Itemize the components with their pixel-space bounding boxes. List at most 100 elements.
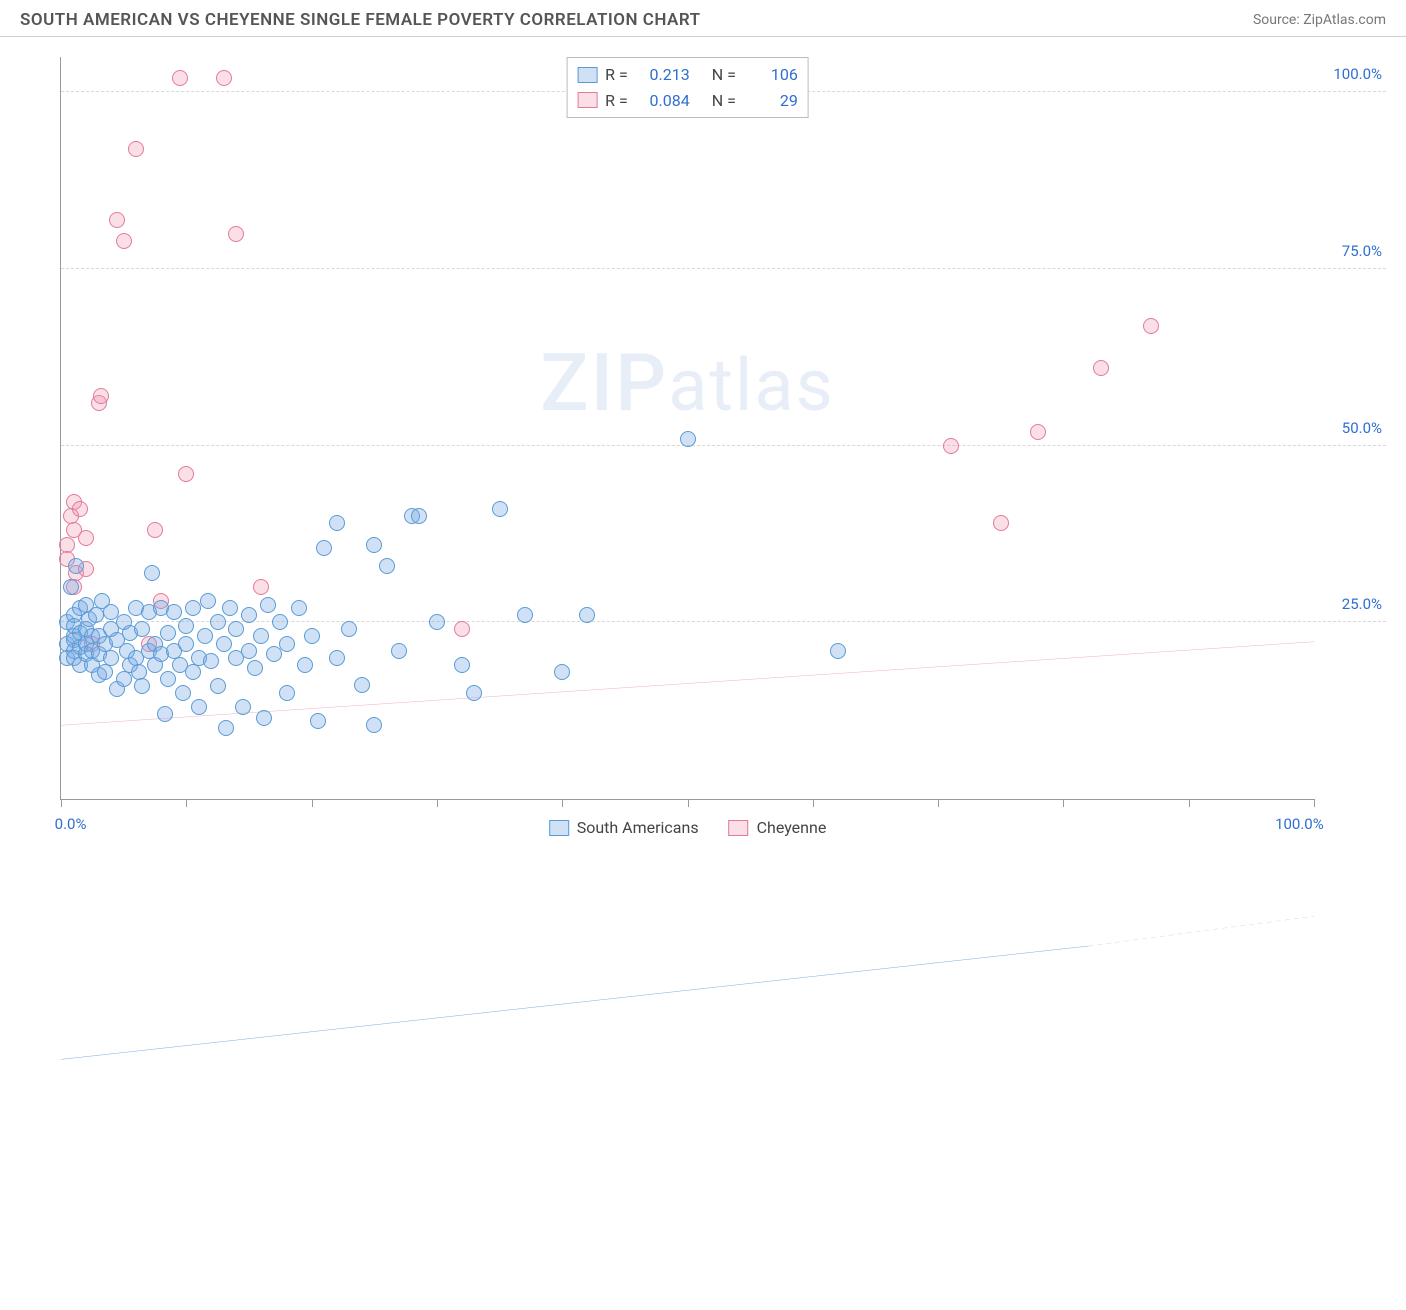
scatter-point-south-americans <box>316 540 332 556</box>
chart-title: SOUTH AMERICAN VS CHEYENNE SINGLE FEMALE… <box>20 10 701 30</box>
series-legend: South Americans Cheyenne <box>549 818 827 837</box>
scatter-point-south-americans <box>830 643 846 659</box>
x-tick-label: 0.0% <box>55 815 87 833</box>
x-tick <box>437 799 438 807</box>
scatter-point-cheyenne <box>228 226 244 242</box>
x-tick <box>1063 799 1064 807</box>
scatter-point-south-americans <box>216 636 232 652</box>
scatter-point-south-americans <box>200 593 216 609</box>
gridline-h <box>61 621 1386 622</box>
scatter-point-south-americans <box>554 664 570 680</box>
scatter-point-south-americans <box>88 607 104 623</box>
scatter-point-south-americans <box>157 706 173 722</box>
scatter-point-cheyenne <box>1143 318 1159 334</box>
x-tick <box>1189 799 1190 807</box>
scatter-point-cheyenne <box>128 141 144 157</box>
scatter-point-south-americans <box>97 664 113 680</box>
scatter-point-cheyenne <box>78 530 94 546</box>
swatch-south-americans <box>549 820 569 836</box>
n-value-2: 29 <box>744 88 798 114</box>
gridline-h <box>61 268 1386 269</box>
scatter-point-cheyenne <box>454 621 470 637</box>
legend-item-south-americans: South Americans <box>549 818 699 837</box>
scatter-point-cheyenne <box>172 70 188 86</box>
scatter-point-cheyenne <box>109 212 125 228</box>
scatter-point-south-americans <box>185 664 201 680</box>
scatter-point-cheyenne <box>178 466 194 482</box>
x-tick <box>186 799 187 807</box>
watermark-prefix: ZIP <box>540 336 668 430</box>
scatter-point-south-americans <box>134 678 150 694</box>
scatter-point-south-americans <box>329 650 345 666</box>
scatter-point-south-americans <box>379 558 395 574</box>
scatter-point-south-americans <box>63 579 79 595</box>
scatter-point-south-americans <box>228 621 244 637</box>
watermark-suffix: atlas <box>668 343 835 428</box>
scatter-point-cheyenne <box>93 388 109 404</box>
scatter-point-south-americans <box>310 713 326 729</box>
x-tick <box>312 799 313 807</box>
x-tick <box>61 799 62 807</box>
scatter-point-cheyenne <box>72 501 88 517</box>
scatter-point-south-americans <box>272 614 288 630</box>
y-tick-label: 100.0% <box>1333 65 1382 83</box>
scatter-point-south-americans <box>235 699 251 715</box>
scatter-point-south-americans <box>279 636 295 652</box>
scatter-point-cheyenne <box>253 579 269 595</box>
scatter-point-south-americans <box>134 621 150 637</box>
scatter-point-south-americans <box>203 653 219 669</box>
scatter-point-south-americans <box>256 710 272 726</box>
scatter-point-south-americans <box>411 508 427 524</box>
scatter-point-south-americans <box>241 607 257 623</box>
scatter-point-south-americans <box>279 685 295 701</box>
r-label: R = <box>605 88 628 114</box>
x-tick-label: 100.0% <box>1275 815 1324 833</box>
scatter-point-south-americans <box>191 699 207 715</box>
chart-header: SOUTH AMERICAN VS CHEYENNE SINGLE FEMALE… <box>0 0 1406 37</box>
scatter-point-south-americans <box>466 685 482 701</box>
swatch-south-americans <box>577 67 597 83</box>
scatter-point-south-americans <box>329 515 345 531</box>
y-tick-label: 25.0% <box>1342 595 1382 613</box>
scatter-point-cheyenne <box>1093 360 1109 376</box>
scatter-point-south-americans <box>210 678 226 694</box>
scatter-point-south-americans <box>103 650 119 666</box>
scatter-point-south-americans <box>144 565 160 581</box>
source-attribution: Source: ZipAtlas.com <box>1253 12 1386 28</box>
n-label: N = <box>712 62 736 88</box>
watermark: ZIPatlas <box>540 336 835 430</box>
scatter-point-cheyenne <box>147 522 163 538</box>
scatter-point-south-americans <box>260 597 276 613</box>
scatter-point-south-americans <box>297 657 313 673</box>
scatter-point-south-americans <box>517 607 533 623</box>
r-label: R = <box>605 62 628 88</box>
y-tick-label: 75.0% <box>1342 242 1382 260</box>
x-tick <box>562 799 563 807</box>
scatter-point-cheyenne <box>943 438 959 454</box>
scatter-point-south-americans <box>253 628 269 644</box>
source-name: ZipAtlas.com <box>1303 12 1386 28</box>
scatter-point-south-americans <box>178 618 194 634</box>
r-value-2: 0.084 <box>636 88 690 114</box>
scatter-point-cheyenne <box>216 70 232 86</box>
x-tick <box>938 799 939 807</box>
scatter-point-south-americans <box>178 636 194 652</box>
scatter-point-cheyenne <box>116 233 132 249</box>
scatter-point-south-americans <box>210 614 226 630</box>
scatter-point-south-americans <box>366 537 382 553</box>
r-value-1: 0.213 <box>636 62 690 88</box>
scatter-point-south-americans <box>222 600 238 616</box>
scatter-point-south-americans <box>366 717 382 733</box>
x-tick <box>688 799 689 807</box>
regression-lines <box>61 57 1314 1310</box>
scatter-point-south-americans <box>341 621 357 637</box>
scatter-point-south-americans <box>579 607 595 623</box>
scatter-point-south-americans <box>429 614 445 630</box>
stats-legend-row-1: R = 0.213 N = 106 <box>577 62 798 88</box>
scatter-point-south-americans <box>454 657 470 673</box>
scatter-point-south-americans <box>291 600 307 616</box>
legend-label: Cheyenne <box>757 818 827 837</box>
gridline-h <box>61 445 1386 446</box>
legend-item-cheyenne: Cheyenne <box>729 818 827 837</box>
scatter-point-south-americans <box>354 677 370 693</box>
